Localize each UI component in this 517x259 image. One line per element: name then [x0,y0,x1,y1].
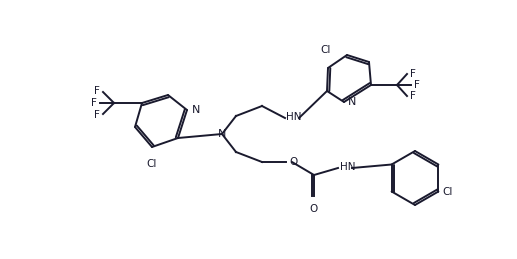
Text: Cl: Cl [443,186,453,197]
Text: F: F [94,110,100,120]
Text: N: N [192,105,201,115]
Text: HN: HN [340,162,356,172]
Text: F: F [91,98,97,108]
Text: Cl: Cl [147,159,157,169]
Text: HN: HN [286,112,301,122]
Text: N: N [348,97,356,107]
Text: F: F [410,91,416,101]
Text: F: F [94,86,100,96]
Text: O: O [310,204,318,214]
Text: F: F [414,80,420,90]
Text: N: N [218,129,226,139]
Text: Cl: Cl [321,45,331,55]
Text: O: O [289,157,297,167]
Text: F: F [410,69,416,79]
